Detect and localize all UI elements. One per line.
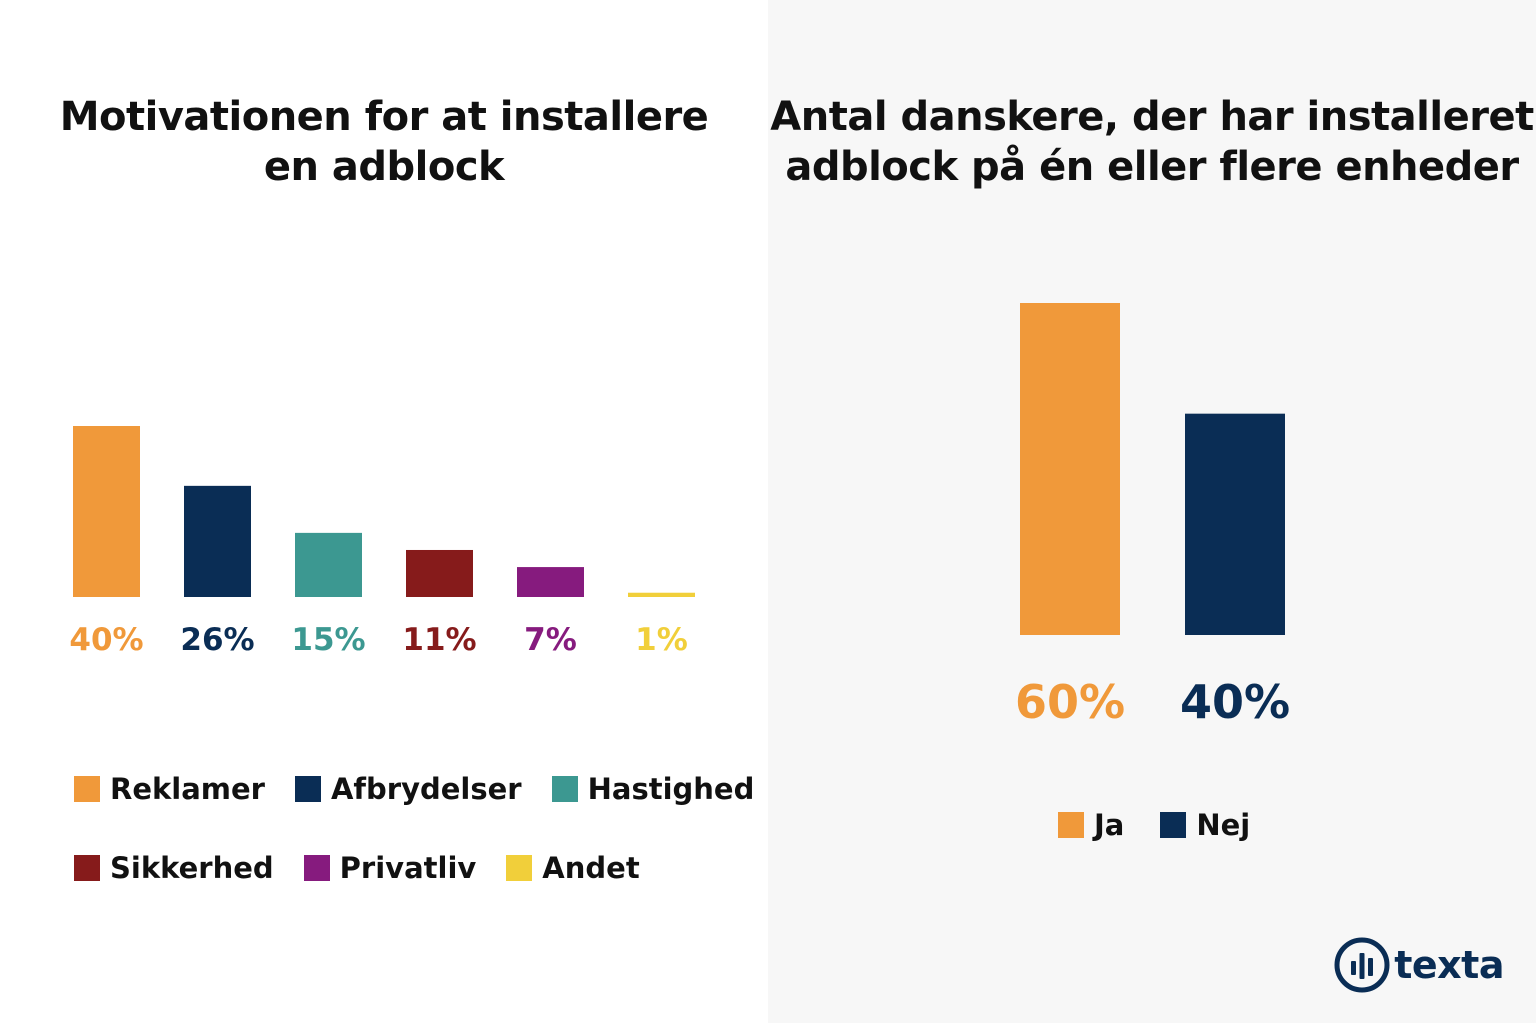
- legend-label: Afbrydelser: [330, 772, 522, 806]
- motivation-title-line-1: Motivationen for at installere: [59, 94, 709, 140]
- legend-swatch: [1160, 812, 1187, 838]
- installed-title-line-2: adblock på én eller flere enheder: [785, 144, 1519, 190]
- texta-bars-icon: [1334, 937, 1390, 993]
- motivation-chart-title: Motivationen for at installere en adbloc…: [0, 92, 768, 192]
- installed-title-line-1: Antal danskere, der har installeret: [770, 94, 1534, 140]
- legend-swatch: [506, 855, 533, 881]
- motivation-title-line-2: en adblock: [263, 144, 505, 190]
- legend-item-afbrydelser: Afbrydelser: [294, 772, 522, 806]
- bar-ja: [1020, 303, 1120, 635]
- motivation-bar-chart: 40% 26% 15% 11% 7% 1%: [69, 426, 695, 658]
- bar-nej: [1185, 413, 1285, 635]
- legend-swatch: [551, 776, 578, 802]
- installed-panel: Antal danskere, der har installeret adbl…: [768, 0, 1536, 1023]
- bar-reklamer: [73, 426, 140, 597]
- legend-swatch: [74, 855, 100, 881]
- legend-swatch: [303, 855, 330, 881]
- bar-afbrydelser: [184, 485, 251, 597]
- legend-label: Nej: [1196, 808, 1251, 842]
- legend-label: Ja: [1094, 808, 1125, 842]
- value-label-hastighed: 15%: [291, 622, 365, 658]
- legend-item-nej: Nej: [1160, 808, 1250, 842]
- legend-item-andet: Andet: [506, 851, 640, 885]
- value-label-ja: 60%: [1015, 675, 1125, 729]
- motivation-legend-row-2: Sikkerhed Privatliv Andet: [74, 851, 670, 885]
- value-label-afbrydelser: 26%: [180, 622, 254, 658]
- bar-andet: [628, 592, 695, 597]
- texta-logo-text: texta: [1394, 943, 1504, 987]
- installed-legend: Ja Nej: [1058, 808, 1286, 842]
- bar-privatliv: [517, 567, 584, 597]
- legend-item-ja: Ja: [1058, 808, 1124, 842]
- legend-label: Privatliv: [339, 851, 477, 885]
- motivation-legend-row-1: Reklamer Afbrydelser Hastighed: [74, 772, 784, 806]
- texta-logo: texta: [1334, 937, 1504, 993]
- value-label-reklamer: 40%: [69, 622, 143, 658]
- legend-item-privatliv: Privatliv: [303, 851, 477, 885]
- installed-bar-chart: 60% 40%: [1015, 303, 1290, 729]
- value-label-privatliv: 7%: [524, 622, 577, 658]
- value-label-nej: 40%: [1180, 675, 1290, 729]
- bar-sikkerhed: [406, 549, 473, 597]
- motivation-panel: Motivationen for at installere en adbloc…: [0, 92, 768, 885]
- value-label-sikkerhed: 11%: [402, 622, 476, 658]
- value-label-andet: 1%: [635, 622, 688, 658]
- legend-label: Hastighed: [587, 772, 755, 806]
- legend-label: Reklamer: [110, 772, 265, 806]
- legend-swatch: [294, 776, 321, 802]
- legend-item-hastighed: Hastighed: [551, 772, 755, 806]
- legend-item-sikkerhed: Sikkerhed: [74, 851, 274, 885]
- installed-chart-title: Antal danskere, der har installeret adbl…: [768, 92, 1536, 192]
- legend-label: Sikkerhed: [110, 851, 274, 885]
- legend-swatch: [1058, 812, 1084, 838]
- legend-swatch: [74, 776, 100, 802]
- legend-item-reklamer: Reklamer: [74, 772, 265, 806]
- bar-hastighed: [295, 532, 362, 597]
- legend-label: Andet: [542, 851, 640, 885]
